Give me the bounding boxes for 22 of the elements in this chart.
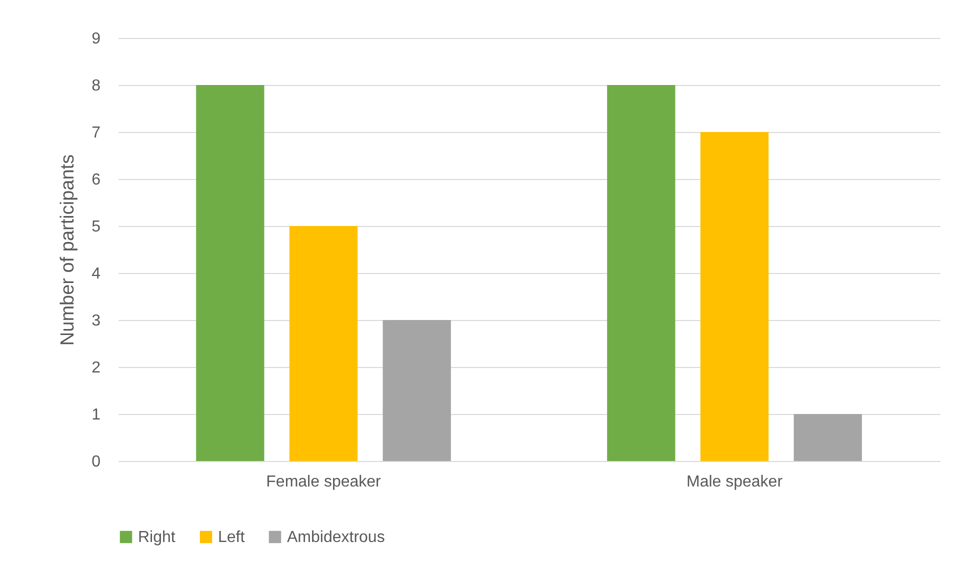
y-tick-label: 6 xyxy=(92,172,101,188)
bar xyxy=(196,85,264,461)
legend-label: Left xyxy=(218,529,246,546)
bar xyxy=(700,132,769,461)
bar xyxy=(607,85,676,461)
y-tick-label: 8 xyxy=(92,78,101,94)
x-tick-label: Male speaker xyxy=(686,474,784,490)
y-axis-title: Number of participants xyxy=(58,154,79,346)
y-tick-label: 7 xyxy=(92,124,101,142)
legend-label: Right xyxy=(138,529,176,546)
y-tick-label: 1 xyxy=(92,406,101,424)
legend-label: Ambidextrous xyxy=(287,529,385,546)
y-tick-label: 2 xyxy=(92,360,101,376)
y-tick-label: 9 xyxy=(92,30,101,48)
y-tick-label: 4 xyxy=(92,266,101,282)
x-tick-label: Female speaker xyxy=(266,474,382,490)
bar xyxy=(382,320,451,461)
bar xyxy=(289,226,358,461)
bar xyxy=(794,414,862,461)
y-tick-label: 0 xyxy=(92,454,101,470)
y-tick-label: 5 xyxy=(92,218,101,236)
y-tick-label: 3 xyxy=(92,312,101,330)
